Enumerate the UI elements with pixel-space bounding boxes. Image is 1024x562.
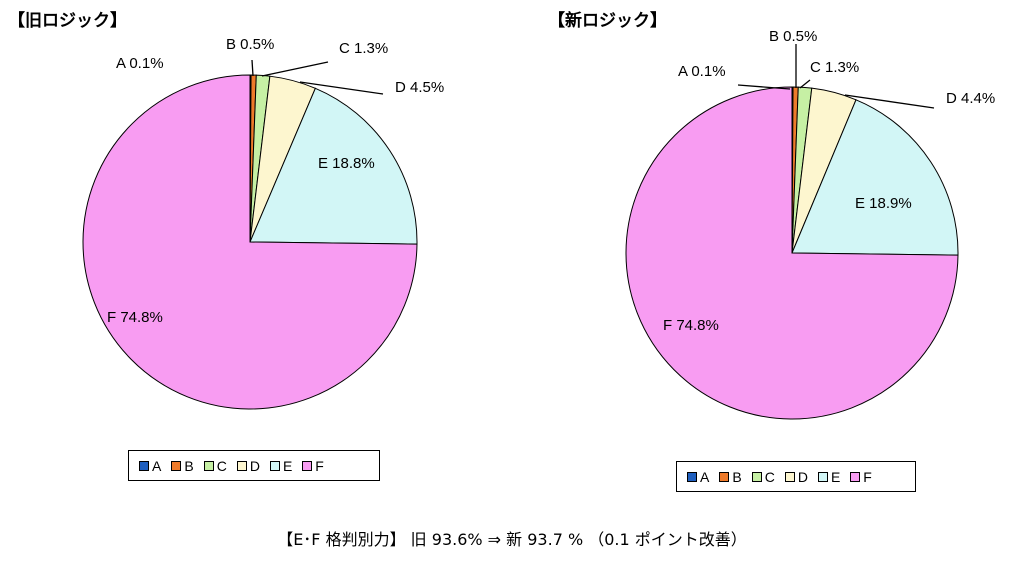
legend-item-e: E <box>269 457 293 474</box>
legend-label-c: C <box>216 457 227 474</box>
data-label-new-d: D 4.4% <box>946 90 995 107</box>
legend-item-e: E <box>817 468 841 485</box>
legend-label-b: B <box>732 468 742 485</box>
legend-label-a: A <box>152 457 162 474</box>
legend-item-a: A <box>687 469 709 485</box>
slice-old-e <box>249 87 418 245</box>
data-label-old-d: D 4.5% <box>395 79 444 96</box>
legend-item-d: D <box>784 468 808 485</box>
data-label-new-a: A 0.1% <box>678 63 726 80</box>
legend-swatch-f <box>850 471 861 482</box>
new-logic-title: 【新ロジック】 <box>548 11 667 31</box>
legend-swatch-b <box>719 471 730 482</box>
legend-swatch-b <box>171 460 182 471</box>
data-label-new-f: F 74.8% <box>663 317 719 334</box>
legend-swatch-f <box>302 460 313 471</box>
legend-swatch-a <box>139 460 149 471</box>
legend-label-e: E <box>282 457 293 474</box>
slice-new-e <box>791 99 959 256</box>
data-label-old-f: F 74.8% <box>107 309 163 326</box>
new-logic-legend: A B C D E F <box>676 461 916 492</box>
data-label-old-a: A 0.1% <box>116 55 164 72</box>
legend-label-c: C <box>764 468 775 485</box>
legend-item-f: F <box>850 469 872 485</box>
legend-label-d: D <box>797 468 808 485</box>
slice-old-f <box>82 74 418 410</box>
legend-item-a: A <box>139 458 161 474</box>
old-logic-legend: A B C D E F <box>128 450 380 481</box>
data-label-new-c: C 1.3% <box>810 59 859 76</box>
data-label-old-e: E 18.8% <box>318 155 375 172</box>
legend-swatch-c <box>203 460 214 471</box>
legend-item-c: C <box>751 468 775 485</box>
legend-label-f: F <box>863 468 872 485</box>
legend-swatch-e <box>817 471 828 482</box>
legend-label-e: E <box>830 468 841 485</box>
legend-label-f: F <box>315 457 324 474</box>
legend-swatch-c <box>751 471 762 482</box>
legend-label-a: A <box>700 468 710 485</box>
old-logic-title: 【旧ロジック】 <box>8 11 127 31</box>
legend-item-f: F <box>302 458 324 474</box>
legend-label-d: D <box>249 457 260 474</box>
legend-item-b: B <box>171 457 194 474</box>
data-label-old-c: C 1.3% <box>339 40 388 57</box>
legend-item-d: D <box>236 457 260 474</box>
slice-new-f <box>625 86 959 420</box>
data-label-old-b: B 0.5% <box>226 36 274 53</box>
legend-swatch-e <box>269 460 280 471</box>
leader-new-d <box>844 94 935 109</box>
leader-old-d <box>299 81 384 95</box>
data-label-new-e: E 18.9% <box>855 195 912 212</box>
data-label-new-b: B 0.5% <box>769 28 817 45</box>
legend-item-c: C <box>203 457 227 474</box>
legend-swatch-a <box>687 471 697 482</box>
legend-swatch-d <box>784 471 795 482</box>
leader-new-a <box>737 84 791 90</box>
legend-swatch-d <box>236 460 247 471</box>
legend-label-b: B <box>184 457 194 474</box>
leader-new-c <box>799 79 811 89</box>
leader-old-b <box>251 59 254 77</box>
legend-item-b: B <box>719 468 742 485</box>
discrimination-summary: 【E･F 格判別力】 旧 93.6% ⇒ 新 93.7 % （0.1 ポイント改… <box>277 530 747 549</box>
leader-old-c <box>261 61 329 77</box>
